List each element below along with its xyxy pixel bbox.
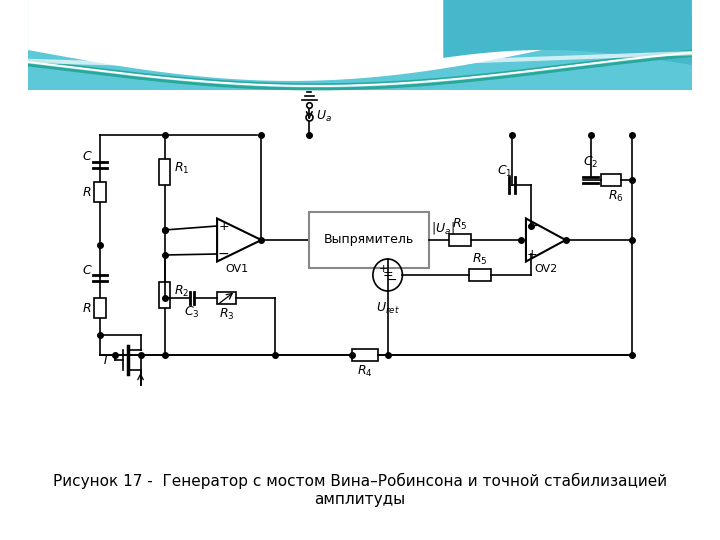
Text: $U_{ret}$: $U_{ret}$ bbox=[376, 301, 400, 316]
Text: $R_1$: $R_1$ bbox=[174, 160, 189, 176]
Bar bbox=[159, 159, 170, 185]
Bar bbox=[449, 234, 471, 246]
Bar bbox=[351, 349, 377, 361]
Text: $C_2$: $C_2$ bbox=[583, 154, 598, 170]
Text: −: − bbox=[217, 247, 230, 261]
Text: $C_3$: $C_3$ bbox=[184, 305, 200, 320]
Text: −: − bbox=[526, 219, 539, 233]
Text: $|U_a|$: $|U_a|$ bbox=[431, 220, 455, 236]
Text: Выпрямитель: Выпрямитель bbox=[324, 233, 414, 246]
Text: $R_4$: $R_4$ bbox=[357, 363, 372, 379]
Bar bbox=[94, 182, 106, 202]
Text: $R_5$: $R_5$ bbox=[452, 217, 467, 232]
Text: $R_2$: $R_2$ bbox=[174, 284, 189, 299]
Bar bbox=[310, 212, 429, 268]
Text: −: − bbox=[387, 273, 397, 287]
Text: +: + bbox=[218, 219, 229, 233]
Text: OV1: OV1 bbox=[226, 265, 249, 274]
Bar bbox=[469, 269, 491, 281]
Text: =: = bbox=[382, 268, 393, 281]
Text: R: R bbox=[83, 301, 91, 314]
Text: $C_1$: $C_1$ bbox=[497, 164, 513, 179]
Bar bbox=[217, 292, 235, 304]
Text: $R_5$: $R_5$ bbox=[472, 252, 487, 267]
Bar bbox=[600, 174, 621, 186]
Text: C: C bbox=[83, 264, 91, 276]
Polygon shape bbox=[28, 0, 692, 81]
Text: Рисунок 17 -  Генератор с мостом Вина–Робинсона и точной стабилизацией
амплитуды: Рисунок 17 - Генератор с мостом Вина–Роб… bbox=[53, 473, 667, 507]
Bar bbox=[28, 0, 692, 90]
Text: T: T bbox=[102, 354, 109, 367]
Text: $R_6$: $R_6$ bbox=[608, 188, 624, 204]
Bar bbox=[94, 298, 106, 318]
Polygon shape bbox=[444, 0, 692, 65]
Text: +: + bbox=[379, 264, 388, 274]
Text: +: + bbox=[527, 247, 538, 260]
Text: $U_a$: $U_a$ bbox=[316, 109, 332, 124]
Text: C: C bbox=[83, 151, 91, 164]
Text: OV2: OV2 bbox=[535, 265, 558, 274]
Text: $R_3$: $R_3$ bbox=[219, 306, 234, 321]
Bar bbox=[159, 282, 170, 308]
Text: R: R bbox=[83, 186, 91, 199]
